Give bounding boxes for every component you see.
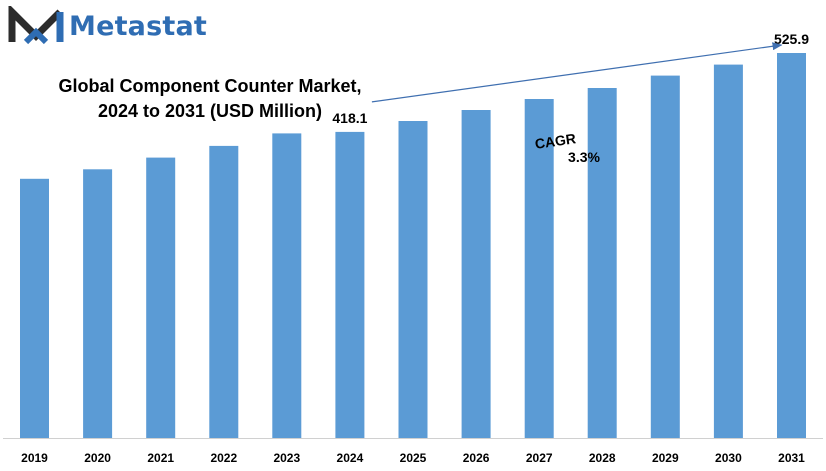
bar-2019 [20, 178, 49, 439]
bar-2023 [272, 133, 302, 438]
cagr-value: 3.3% [568, 149, 600, 165]
x-tick-label-2019: 2019 [21, 451, 48, 465]
x-tick-label-2021: 2021 [147, 451, 174, 465]
brand-logo: Metastat [8, 6, 207, 46]
bar-2027 [524, 99, 554, 438]
data-label-2024: 418.1 [332, 110, 367, 126]
x-tick-label-2029: 2029 [652, 451, 679, 465]
x-tick-label-2028: 2028 [589, 451, 616, 465]
x-tick-label-2022: 2022 [210, 451, 237, 465]
x-tick-label-2030: 2030 [715, 451, 742, 465]
m-chevron-logo-icon [8, 6, 64, 45]
bar-2026 [461, 110, 491, 438]
x-tick-label-2020: 2020 [84, 451, 111, 465]
x-tick-label-2023: 2023 [273, 451, 300, 465]
bar-2020 [83, 169, 113, 439]
bar-2028 [587, 88, 617, 438]
cagr-arrow [371, 42, 783, 103]
bar-2029 [650, 75, 680, 438]
x-tick-label-2026: 2026 [463, 451, 490, 465]
x-tick-label-2027: 2027 [526, 451, 553, 465]
bar-2031 [777, 53, 806, 438]
bar-2025 [398, 121, 428, 438]
x-tick-label-2025: 2025 [400, 451, 427, 465]
brand-name: Metastat [69, 10, 208, 42]
chart-title: Global Component Counter Market, 2024 to… [30, 74, 390, 124]
chart-title-line-1: Global Component Counter Market, [58, 76, 362, 96]
bar-2030 [713, 64, 743, 438]
bar-2021 [146, 157, 176, 438]
x-tick-label-2024: 2024 [337, 451, 364, 465]
chart-title-line-2: 2024 to 2031 (USD Million) [97, 101, 323, 121]
data-label-2031: 525.9 [774, 31, 809, 47]
x-tick-label-2031: 2031 [778, 451, 805, 465]
cagr-label: CAGR [534, 130, 577, 152]
bar-2022 [209, 145, 239, 438]
bar-2024 [335, 131, 365, 438]
